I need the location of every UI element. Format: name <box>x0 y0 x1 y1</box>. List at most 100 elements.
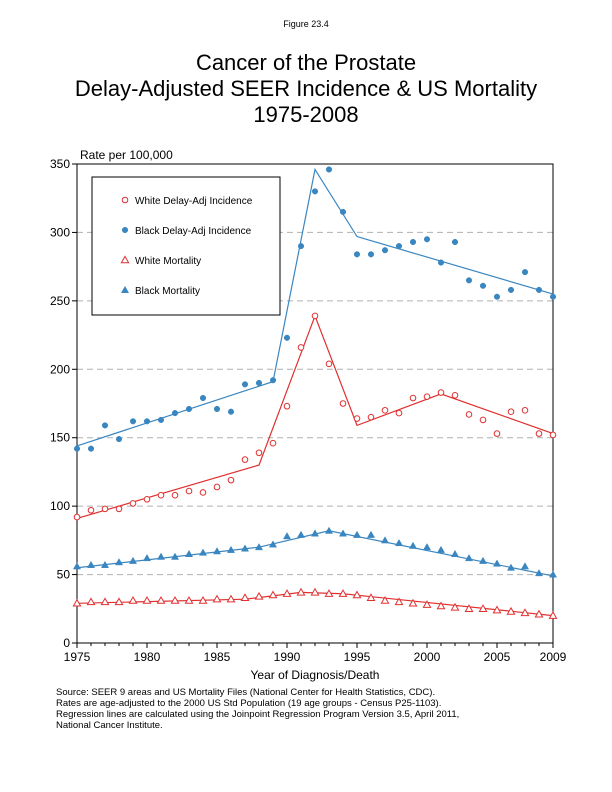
point-series-3-1992 <box>310 529 320 537</box>
point-series-3-2000 <box>422 543 432 551</box>
point-series-3-1997 <box>380 536 390 544</box>
point-series-2-1988 <box>254 591 264 600</box>
legend-items: White Delay-Adj Incidence Black Delay-Adj… <box>120 196 253 297</box>
y-axis-label: Rate per 100,000 <box>80 148 173 162</box>
point-series-2-1980 <box>142 595 152 604</box>
point-series-2-1990 <box>282 589 292 597</box>
x-tick-label-1985: 1985 <box>204 650 231 664</box>
point-series-0-1997 <box>381 407 389 414</box>
point-series-3-2009 <box>548 570 558 578</box>
point-series-1-2009 <box>549 293 557 300</box>
point-series-2-2009 <box>548 611 558 619</box>
point-series-0-2005 <box>493 430 501 437</box>
point-series-1-1988 <box>255 379 263 387</box>
point-series-1-1992 <box>311 188 319 195</box>
point-series-1-1975 <box>73 445 81 452</box>
point-series-1-2003 <box>465 277 473 284</box>
point-series-3-1993 <box>324 526 334 534</box>
title-line-3: 1975-2008 <box>253 102 359 127</box>
point-series-3-1979 <box>128 556 138 564</box>
y-tick-label-50: 50 <box>57 568 71 582</box>
point-series-1-1994 <box>339 208 347 215</box>
point-series-2-1998 <box>394 597 404 606</box>
point-series-0-1989 <box>269 439 277 447</box>
point-series-0-2000 <box>423 393 431 400</box>
point-series-1-1980 <box>143 418 151 425</box>
point-series-1-1991 <box>297 243 305 250</box>
point-series-1-2002 <box>451 238 459 246</box>
point-series-3-1978 <box>114 558 124 566</box>
point-series-2-2001 <box>436 601 446 610</box>
y-tick-label-150: 150 <box>50 431 70 445</box>
point-series-1-1996 <box>367 251 375 258</box>
point-series-3-1988 <box>254 543 264 551</box>
point-series-2-1975 <box>72 598 82 607</box>
point-series-0-1981 <box>157 491 165 499</box>
point-series-0-1996 <box>367 413 375 421</box>
y-axis-ticks: 0 50 100 150 200 250 300 350 <box>50 157 77 650</box>
point-series-3-2003 <box>464 554 474 562</box>
title-line-2: Delay-Adjusted SEER Incidence & US Morta… <box>74 76 538 101</box>
x-tick-label-1990: 1990 <box>274 650 301 664</box>
point-series-3-1990 <box>282 532 292 540</box>
point-series-1-1998 <box>395 243 403 250</box>
point-series-0-1999 <box>409 394 417 402</box>
point-series-0-1992 <box>311 312 319 320</box>
legend-label-3: Black Mortality <box>135 286 200 297</box>
chart-title: Cancer of the Prostate Delay-Adjusted SE… <box>0 50 612 128</box>
trend-line-series-0 <box>76 314 554 520</box>
x-tick-label-2009: 2009 <box>540 650 567 664</box>
point-series-3-1998 <box>394 538 404 547</box>
point-series-3-1984 <box>198 548 208 556</box>
point-series-0-2004 <box>479 416 487 424</box>
y-tick-label-100: 100 <box>50 499 70 513</box>
y-tick-label-250: 250 <box>50 294 70 308</box>
source-note: Source: SEER 9 areas and US Mortality Fi… <box>56 687 596 731</box>
point-series-2-1986 <box>226 594 236 603</box>
legend: White Delay-Adj Incidence Black Delay-Adj… <box>91 176 281 316</box>
point-series-0-1990 <box>283 402 291 410</box>
point-series-0-2001 <box>437 389 445 396</box>
data-points <box>72 166 558 619</box>
x-axis-ticks: 1975 1980 1985 1990 1995 2000 2005 2009 <box>64 643 567 664</box>
point-series-1-1977 <box>101 422 109 429</box>
point-series-3-1995 <box>352 530 362 538</box>
point-series-1-1981 <box>157 416 165 423</box>
point-series-0-1978 <box>115 505 123 513</box>
point-series-2-1999 <box>408 598 418 607</box>
y-tick-label-200: 200 <box>50 362 70 376</box>
legend-label-1: Black Delay-Adj Incidence <box>135 226 252 237</box>
point-series-2-1976 <box>86 597 96 606</box>
trend-line-series-2 <box>76 591 554 617</box>
legend-label-0: White Delay-Adj Incidence <box>135 196 253 207</box>
point-series-2-1989 <box>268 590 278 599</box>
point-series-2-1996 <box>366 593 376 602</box>
x-tick-label-1980: 1980 <box>134 650 161 664</box>
point-series-0-1988 <box>255 449 263 457</box>
point-series-2-2002 <box>450 602 460 611</box>
point-series-2-1993 <box>324 589 334 597</box>
point-series-1-1997 <box>381 247 389 254</box>
point-series-1-2006 <box>507 286 515 293</box>
point-series-1-1995 <box>353 251 361 258</box>
x-tick-label-1995: 1995 <box>344 650 371 664</box>
point-series-3-2001 <box>436 545 446 553</box>
point-series-2-2003 <box>464 604 474 612</box>
point-series-2-2006 <box>506 606 516 615</box>
legend-label-2: White Mortality <box>135 256 201 267</box>
point-series-1-2004 <box>479 282 487 289</box>
point-series-2-2000 <box>422 600 432 608</box>
point-series-3-1996 <box>366 530 376 538</box>
trend-line-series-1 <box>76 167 554 447</box>
x-tick-label-1975: 1975 <box>64 650 91 664</box>
point-series-3-1991 <box>296 530 306 538</box>
point-series-1-2005 <box>493 293 501 300</box>
point-series-2-2005 <box>492 605 502 614</box>
point-series-0-1994 <box>339 400 347 407</box>
point-series-3-1989 <box>268 540 278 548</box>
point-series-3-1986 <box>226 545 236 553</box>
point-series-1-1989 <box>269 377 277 384</box>
point-series-2-1984 <box>198 595 208 604</box>
point-series-1-1978 <box>115 436 123 443</box>
